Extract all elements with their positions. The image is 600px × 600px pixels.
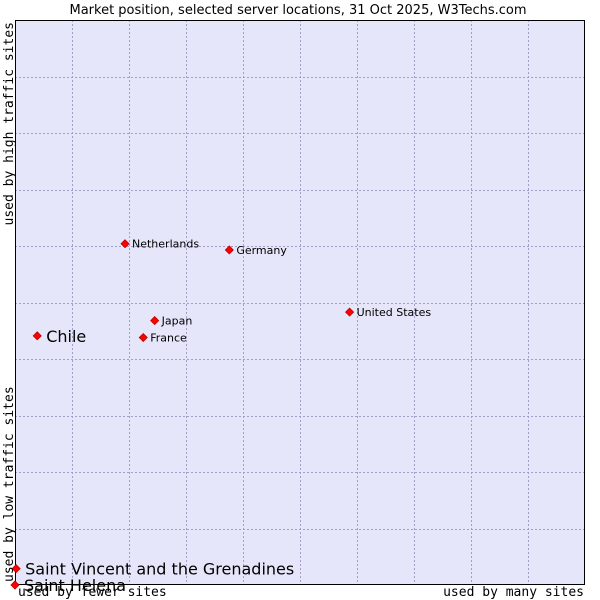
data-points: Netherlands Germany United States Japan Fran… — [10, 238, 432, 595]
grid-lines — [15, 20, 585, 585]
point-japan: Japan — [150, 315, 193, 328]
marker-netherlands — [120, 239, 130, 249]
point-saint-vincent-and-the-grenadines: Saint Vincent and the Grenadines — [11, 560, 294, 579]
marker-japan — [150, 316, 160, 326]
marker-chile — [32, 331, 42, 341]
chart-title: Market position, selected server locatio… — [69, 3, 526, 18]
point-netherlands: Netherlands — [120, 238, 199, 251]
marker-united-states — [345, 307, 355, 317]
point-chile: Chile — [32, 327, 86, 346]
plot-frame — [15, 20, 585, 585]
label-saint-vincent-and-the-grenadines: Saint Vincent and the Grenadines — [25, 560, 294, 579]
point-saint-helena: Saint Helena — [10, 576, 126, 595]
x-axis-label-left: used by fewer sites — [18, 585, 167, 600]
point-france: France — [138, 332, 187, 345]
point-germany: Germany — [224, 244, 287, 257]
label-japan: Japan — [161, 315, 193, 328]
y-axis-label-bottom: used by low traffic sites — [2, 386, 17, 582]
x-axis-label-right: used by many sites — [443, 585, 584, 600]
plot-area — [15, 20, 585, 585]
label-netherlands: Netherlands — [132, 238, 199, 251]
marker-france — [138, 332, 148, 343]
label-saint-helena: Saint Helena — [24, 576, 126, 595]
point-united-states: United States — [345, 306, 432, 319]
marker-saint-vincent-and-the-grenadines — [11, 564, 21, 574]
label-chile: Chile — [46, 327, 86, 346]
y-axis-label-top: used by high traffic sites — [2, 22, 17, 226]
label-germany: Germany — [236, 244, 287, 257]
marker-saint-helena — [10, 580, 20, 590]
label-france: France — [150, 332, 187, 345]
marker-germany — [224, 245, 234, 255]
label-united-states: United States — [357, 306, 432, 319]
